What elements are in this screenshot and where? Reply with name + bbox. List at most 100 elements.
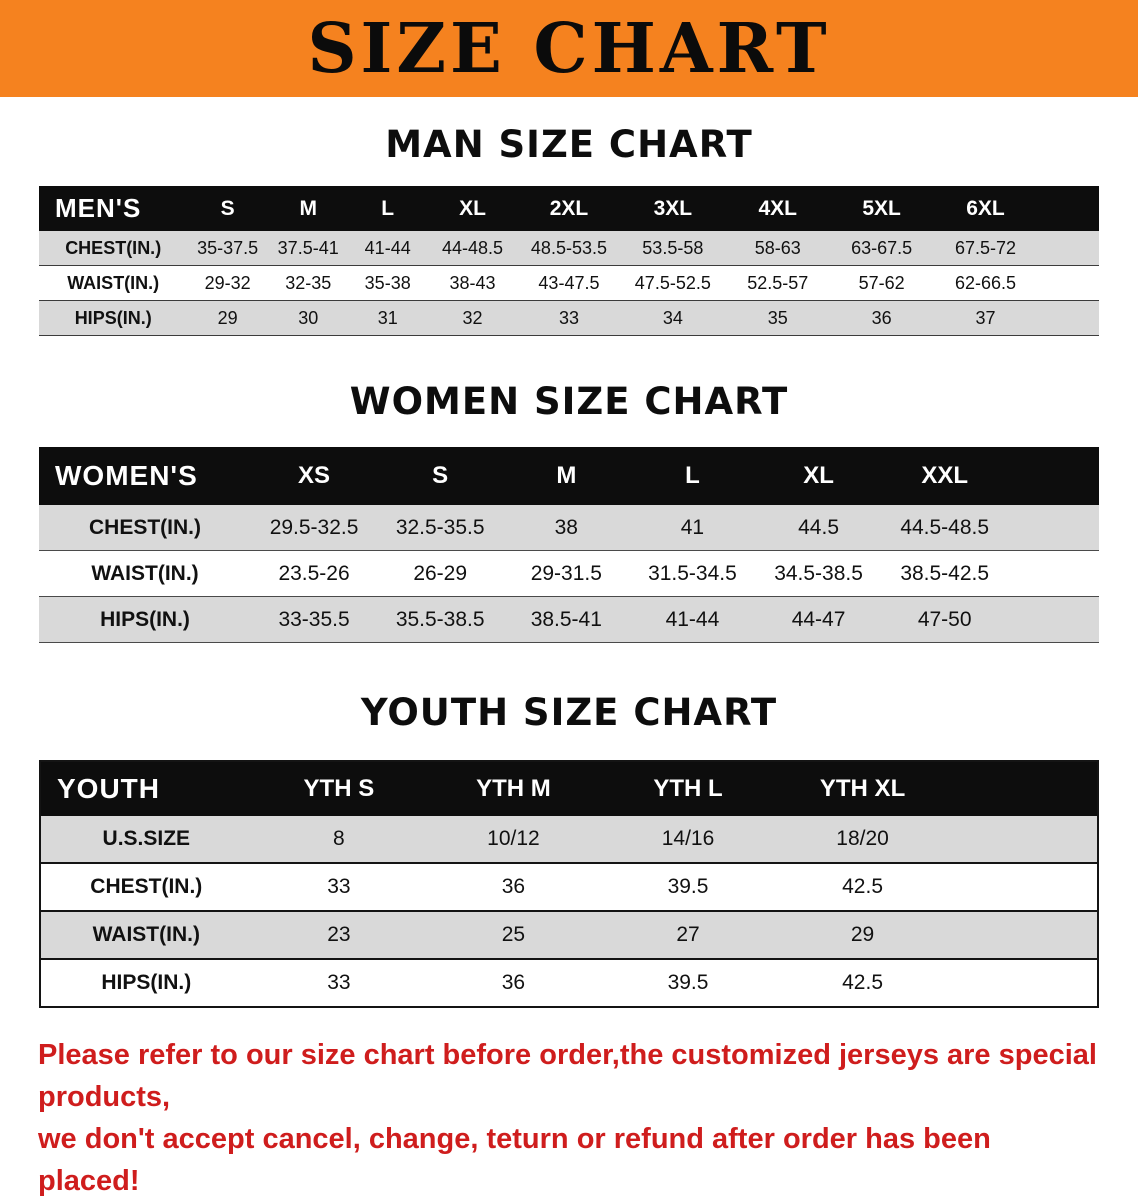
youth-waist-row: WAIST(IN.) 23 25 27 29 xyxy=(40,911,1098,960)
column-header: S xyxy=(377,447,504,505)
column-header: M xyxy=(267,186,349,231)
size-value-cell: 41 xyxy=(629,505,756,551)
women-hips-row: HIPS(IN.) 33-35.5 35.5-38.5 38.5-41 41-4… xyxy=(39,596,1099,643)
women-section-heading: WOMEN SIZE CHART xyxy=(349,380,789,423)
size-value-cell: 31.5-34.5 xyxy=(629,550,756,597)
row-label: HIPS(IN.) xyxy=(39,300,188,336)
column-header: XL xyxy=(755,447,882,505)
footer-disclaimer: Please refer to our size chart before or… xyxy=(38,1034,1100,1202)
spacer-cell xyxy=(1037,300,1099,336)
size-value-cell: 32-35 xyxy=(267,265,349,301)
size-value-cell: 41-44 xyxy=(348,231,427,266)
size-value-cell: 35-38 xyxy=(348,265,427,301)
spacer-cell xyxy=(1037,186,1099,231)
men-table-header-row: MEN'S S M L XL 2XL 3XL 4XL 5XL 6XL xyxy=(39,186,1099,231)
size-value-cell: 48.5-53.5 xyxy=(518,231,620,266)
size-value-cell: 18/20 xyxy=(775,816,950,864)
size-value-cell: 32 xyxy=(426,300,519,336)
size-value-cell: 34.5-38.5 xyxy=(755,550,882,597)
size-value-cell: 38-43 xyxy=(426,265,519,301)
column-header: 3XL xyxy=(619,186,726,231)
row-label: U.S.SIZE xyxy=(40,816,252,864)
size-value-cell: 23.5-26 xyxy=(251,550,378,597)
row-label: WAIST(IN.) xyxy=(39,550,251,597)
men-chest-row: CHEST(IN.) 35-37.5 37.5-41 41-44 44-48.5… xyxy=(39,231,1099,266)
size-value-cell: 31 xyxy=(348,300,427,336)
spacer-cell xyxy=(1007,447,1099,505)
row-label: WAIST(IN.) xyxy=(40,911,252,960)
size-value-cell: 33 xyxy=(518,300,620,336)
youth-size-table: YOUTH YTH S YTH M YTH L YTH XL U.S.SIZE … xyxy=(39,760,1099,1008)
men-table-group-label: MEN'S xyxy=(39,186,188,231)
youth-section-heading: YOUTH SIZE CHART xyxy=(360,691,778,734)
size-value-cell: 29 xyxy=(775,911,950,960)
column-header: S xyxy=(187,186,268,231)
size-value-cell: 42.5 xyxy=(775,863,950,912)
size-value-cell: 39.5 xyxy=(600,959,776,1008)
column-header: YTH S xyxy=(251,761,427,816)
size-value-cell: 41-44 xyxy=(629,596,756,643)
size-value-cell: 38.5-42.5 xyxy=(881,550,1008,597)
column-header: YTH M xyxy=(426,761,601,816)
row-label: CHEST(IN.) xyxy=(39,505,251,551)
column-header: XL xyxy=(426,186,519,231)
size-value-cell: 57-62 xyxy=(829,265,934,301)
size-value-cell: 42.5 xyxy=(775,959,950,1008)
size-value-cell: 36 xyxy=(426,863,601,912)
size-value-cell: 27 xyxy=(600,911,776,960)
youth-ussize-row: U.S.SIZE 8 10/12 14/16 18/20 xyxy=(40,816,1098,864)
size-value-cell: 44.5-48.5 xyxy=(881,505,1008,551)
size-value-cell: 8 xyxy=(251,816,427,864)
size-value-cell: 43-47.5 xyxy=(518,265,620,301)
size-value-cell: 35.5-38.5 xyxy=(377,596,504,643)
footer-disclaimer-line-2: we don't accept cancel, change, teturn o… xyxy=(38,1123,991,1198)
size-value-cell: 14/16 xyxy=(600,816,776,864)
column-header: 4XL xyxy=(725,186,830,231)
size-value-cell: 29.5-32.5 xyxy=(251,505,378,551)
size-value-cell: 23 xyxy=(251,911,427,960)
size-value-cell: 35 xyxy=(725,300,830,336)
women-chest-row: CHEST(IN.) 29.5-32.5 32.5-35.5 38 41 44.… xyxy=(39,505,1099,551)
column-header: M xyxy=(503,447,630,505)
row-label: CHEST(IN.) xyxy=(39,231,188,266)
size-value-cell: 38 xyxy=(503,505,630,551)
size-value-cell: 39.5 xyxy=(600,863,776,912)
size-value-cell: 62-66.5 xyxy=(933,265,1038,301)
men-waist-row: WAIST(IN.) 29-32 32-35 35-38 38-43 43-47… xyxy=(39,265,1099,301)
spacer-cell xyxy=(949,761,1098,816)
size-value-cell: 52.5-57 xyxy=(725,265,830,301)
spacer-cell xyxy=(1007,550,1099,597)
size-value-cell: 44.5 xyxy=(755,505,882,551)
column-header: YTH XL xyxy=(775,761,950,816)
column-header: 6XL xyxy=(933,186,1038,231)
banner: SIZE CHART xyxy=(0,0,1138,97)
youth-table-header-row: YOUTH YTH S YTH M YTH L YTH XL xyxy=(40,761,1098,816)
size-value-cell: 44-47 xyxy=(755,596,882,643)
size-value-cell: 25 xyxy=(426,911,601,960)
women-table-header-row: WOMEN'S XS S M L XL XXL xyxy=(39,447,1099,505)
size-value-cell: 36 xyxy=(426,959,601,1008)
size-value-cell: 30 xyxy=(267,300,349,336)
size-value-cell: 44-48.5 xyxy=(426,231,519,266)
size-value-cell: 33-35.5 xyxy=(251,596,378,643)
size-value-cell: 36 xyxy=(829,300,934,336)
size-value-cell: 35-37.5 xyxy=(187,231,268,266)
size-value-cell: 29-31.5 xyxy=(503,550,630,597)
spacer-cell xyxy=(949,816,1098,864)
size-value-cell: 47.5-52.5 xyxy=(619,265,726,301)
footer-disclaimer-line-1: Please refer to our size chart before or… xyxy=(38,1039,1097,1114)
size-value-cell: 29-32 xyxy=(187,265,268,301)
column-header: L xyxy=(348,186,427,231)
size-value-cell: 38.5-41 xyxy=(503,596,630,643)
row-label: CHEST(IN.) xyxy=(40,863,252,912)
men-hips-row: HIPS(IN.) 29 30 31 32 33 34 35 36 37 xyxy=(39,300,1099,336)
spacer-cell xyxy=(949,863,1098,912)
size-value-cell: 58-63 xyxy=(725,231,830,266)
women-table-group-label: WOMEN'S xyxy=(39,447,251,505)
size-value-cell: 33 xyxy=(251,959,427,1008)
spacer-cell xyxy=(1037,265,1099,301)
youth-table-group-label: YOUTH xyxy=(40,761,252,816)
spacer-cell xyxy=(949,911,1098,960)
column-header: 2XL xyxy=(518,186,620,231)
row-label: WAIST(IN.) xyxy=(39,265,188,301)
